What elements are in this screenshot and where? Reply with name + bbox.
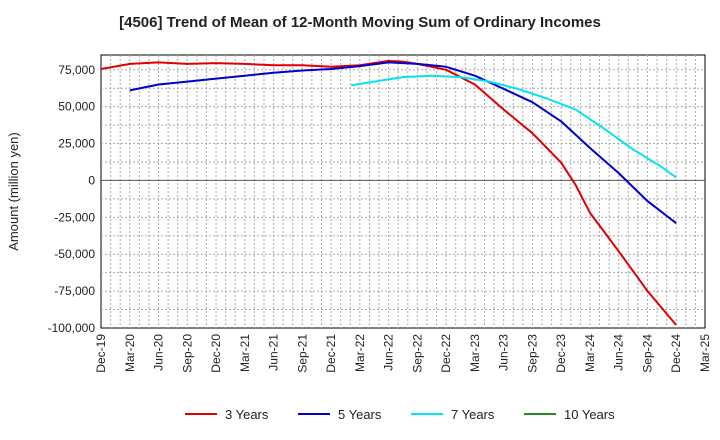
x-axis: Dec-19 Mar-20 Jun-20 Sep-20 Dec-20 Mar-21 Jun-… xyxy=(94,334,712,373)
x-tick-label: Sep-21 xyxy=(295,334,309,373)
x-tick-label: Sep-23 xyxy=(525,334,539,373)
x-tick-label: Mar-23 xyxy=(468,334,482,372)
y-tick-label: 25,000 xyxy=(58,137,95,151)
x-tick-label: Dec-19 xyxy=(94,334,108,373)
y-tick-label: -100,000 xyxy=(48,321,96,335)
legend-label: 3 Years xyxy=(225,407,269,422)
legend-item: 5 Years xyxy=(298,407,382,422)
x-tick-label: Mar-24 xyxy=(583,334,597,372)
series-layer xyxy=(100,59,677,326)
legend-item: 7 Years xyxy=(411,407,495,422)
x-tick-label: Mar-21 xyxy=(238,334,252,372)
x-tick-label: Mar-22 xyxy=(353,334,367,372)
series-line-3-years xyxy=(100,59,677,326)
x-tick-label: Jun-20 xyxy=(152,334,166,371)
series-line-5-years xyxy=(129,61,677,224)
y-tick-label: 75,000 xyxy=(58,63,95,77)
y-tick-label: 0 xyxy=(88,173,95,187)
x-tick-label: Dec-20 xyxy=(209,334,223,373)
series-line-7-years xyxy=(351,74,677,179)
legend-item: 10 Years xyxy=(524,407,615,422)
chart-title: [4506] Trend of Mean of 12-Month Moving … xyxy=(119,14,601,31)
legend-item: 3 Years xyxy=(185,407,269,422)
x-tick-label: Jun-23 xyxy=(497,334,511,371)
y-tick-label: -50,000 xyxy=(54,247,95,261)
x-tick-label: Sep-24 xyxy=(640,334,654,373)
x-tick-label: Dec-21 xyxy=(324,334,338,373)
x-tick-label: Jun-24 xyxy=(612,334,626,371)
y-tick-label: 50,000 xyxy=(58,100,95,114)
y-axis-title: Amount (million yen) xyxy=(6,132,21,251)
x-tick-label: Jun-21 xyxy=(267,334,281,371)
x-tick-label: Jun-22 xyxy=(382,334,396,371)
x-tick-label: Mar-25 xyxy=(698,334,712,372)
legend: 3 Years 5 Years 7 Years 10 Years xyxy=(185,407,615,422)
x-tick-label: Dec-22 xyxy=(439,334,453,373)
y-tick-label: -25,000 xyxy=(54,210,95,224)
legend-label: 7 Years xyxy=(451,407,495,422)
plot-area xyxy=(100,54,706,329)
x-tick-label: Mar-20 xyxy=(123,334,137,372)
legend-label: 5 Years xyxy=(338,407,382,422)
y-tick-label: -75,000 xyxy=(54,284,95,298)
y-axis: 75,000 50,000 25,000 0 -25,000 -50,000 -75,000… xyxy=(48,63,96,335)
x-tick-label: Sep-20 xyxy=(180,334,194,373)
legend-label: 10 Years xyxy=(564,407,615,422)
x-tick-label: Sep-22 xyxy=(410,334,424,373)
x-tick-label: Dec-24 xyxy=(669,334,683,373)
x-tick-label: Dec-23 xyxy=(554,334,568,373)
